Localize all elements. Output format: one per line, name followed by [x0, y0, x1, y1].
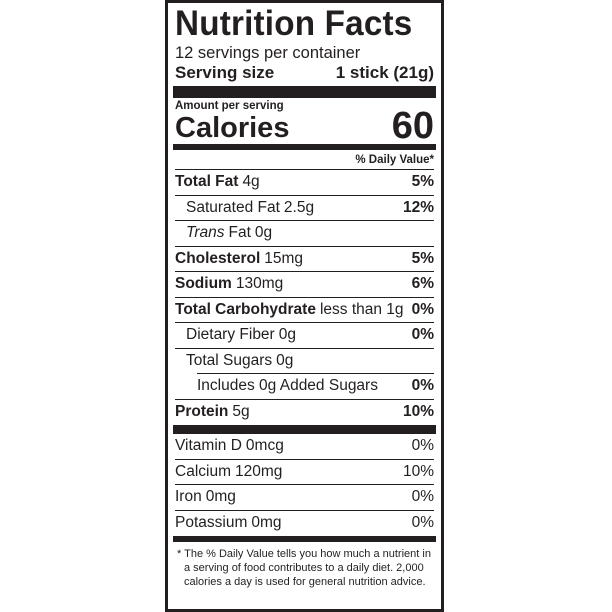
nutrient-row-total-carbohydrate: Total Carbohydrate less than 1g 0%	[175, 298, 434, 323]
nutrient-name: Cholesterol	[175, 249, 261, 267]
medium-divider	[173, 536, 436, 542]
nutrient-name: Fat	[228, 224, 251, 242]
vitamin-name: Iron	[175, 488, 202, 506]
nutrient-row-total-sugars: Total Sugars 0g	[175, 349, 434, 374]
nutrition-facts-label: Nutrition Facts 12 servings per containe…	[165, 0, 444, 612]
nutrient-name: Includes 0g Added Sugars	[197, 377, 378, 395]
nutrient-row-added-sugars: Includes 0g Added Sugars 0%	[175, 374, 434, 400]
vitamin-row-vitamin-d: Vitamin D 0mcg 0%	[175, 434, 434, 460]
thick-divider	[173, 425, 436, 434]
nutrient-name: Total Fat	[175, 173, 239, 191]
label-title: Nutrition Facts	[175, 4, 413, 43]
nutrient-amount: 0g	[278, 326, 296, 344]
calories-value: 60	[391, 105, 434, 147]
nutrient-amount: 0g	[276, 352, 294, 370]
nutrient-dv: 0%	[411, 326, 434, 344]
nutrient-amount: 15mg	[264, 249, 304, 267]
nutrient-amount: 0g	[254, 224, 273, 242]
vitamin-amount: 0mg	[251, 514, 282, 532]
vitamin-row-calcium: Calcium 120mg 10%	[175, 460, 434, 485]
nutrient-dv: 6%	[411, 275, 434, 293]
vitamin-name: Calcium	[175, 462, 231, 480]
nutrient-row-trans-fat: Trans Fat 0g	[175, 221, 434, 247]
vitamin-row-potassium: Potassium 0mg 0%	[175, 511, 434, 537]
footnote: * The % Daily Value tells you how much a…	[177, 548, 431, 588]
daily-value-header: % Daily Value*	[175, 150, 434, 170]
vitamin-dv: 0%	[411, 437, 434, 455]
nutrient-amount: 4g	[242, 173, 260, 191]
nutrient-name-italic: Trans	[186, 224, 225, 242]
nutrient-row-protein: Protein 5g 10%	[175, 400, 434, 426]
calories-row: Calories 60	[175, 105, 434, 147]
nutrient-row-cholesterol: Cholesterol 15mg 5%	[175, 247, 434, 272]
amount-per-serving: Amount per serving	[175, 100, 284, 112]
vitamin-amount: 0mg	[205, 488, 236, 506]
nutrient-amount: 130mg	[235, 275, 284, 293]
nutrient-amount: 2.5g	[283, 198, 315, 216]
nutrient-row-total-fat: Total Fat 4g 5%	[175, 170, 434, 196]
calories-label: Calories	[175, 112, 290, 144]
nutrient-dv: 5%	[411, 249, 434, 267]
nutrient-dv: 0%	[411, 300, 434, 318]
serving-size-row: Serving size 1 stick (21g)	[175, 62, 434, 84]
nutrient-row-sodium: Sodium 130mg 6%	[175, 272, 434, 298]
vitamin-dv: 0%	[411, 514, 434, 532]
nutrient-amount: less than 1g	[319, 300, 404, 318]
vitamin-name: Vitamin D	[175, 437, 242, 455]
vitamin-name: Potassium	[175, 514, 248, 532]
nutrient-dv: 5%	[411, 173, 434, 191]
vitamin-dv: 10%	[402, 462, 434, 480]
sugars-divider	[197, 373, 434, 374]
nutrient-row-saturated-fat: Saturated Fat 2.5g 12%	[175, 196, 434, 221]
nutrient-dv: 10%	[402, 403, 434, 421]
serving-size-value: 1 stick (21g)	[335, 63, 434, 82]
vitamin-amount: 120mg	[234, 462, 283, 480]
vitamin-dv: 0%	[411, 488, 434, 506]
nutrient-name: Sodium	[175, 275, 232, 293]
nutrient-name: Dietary Fiber	[186, 326, 275, 344]
nutrient-name: Total Carbohydrate	[175, 300, 316, 318]
servings-per-container: 12 servings per container	[175, 44, 361, 62]
medium-divider	[173, 144, 436, 150]
vitamin-row-iron: Iron 0mg 0%	[175, 485, 434, 511]
nutrient-dv: 12%	[402, 198, 434, 216]
nutrient-name: Total Sugars	[186, 352, 273, 370]
nutrient-row-dietary-fiber: Dietary Fiber 0g 0%	[175, 323, 434, 349]
nutrient-amount: 5g	[232, 403, 250, 421]
serving-size-label: Serving size	[175, 63, 275, 82]
vitamin-amount: 0mcg	[245, 437, 284, 455]
thick-divider	[173, 86, 436, 98]
nutrient-name: Protein	[175, 403, 229, 421]
nutrient-name: Saturated Fat	[186, 198, 280, 216]
nutrient-dv: 0%	[411, 377, 434, 395]
